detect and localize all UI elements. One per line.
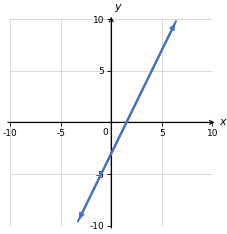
Text: 0: 0	[102, 128, 108, 137]
Text: x: x	[219, 117, 225, 127]
Text: y: y	[114, 2, 120, 12]
